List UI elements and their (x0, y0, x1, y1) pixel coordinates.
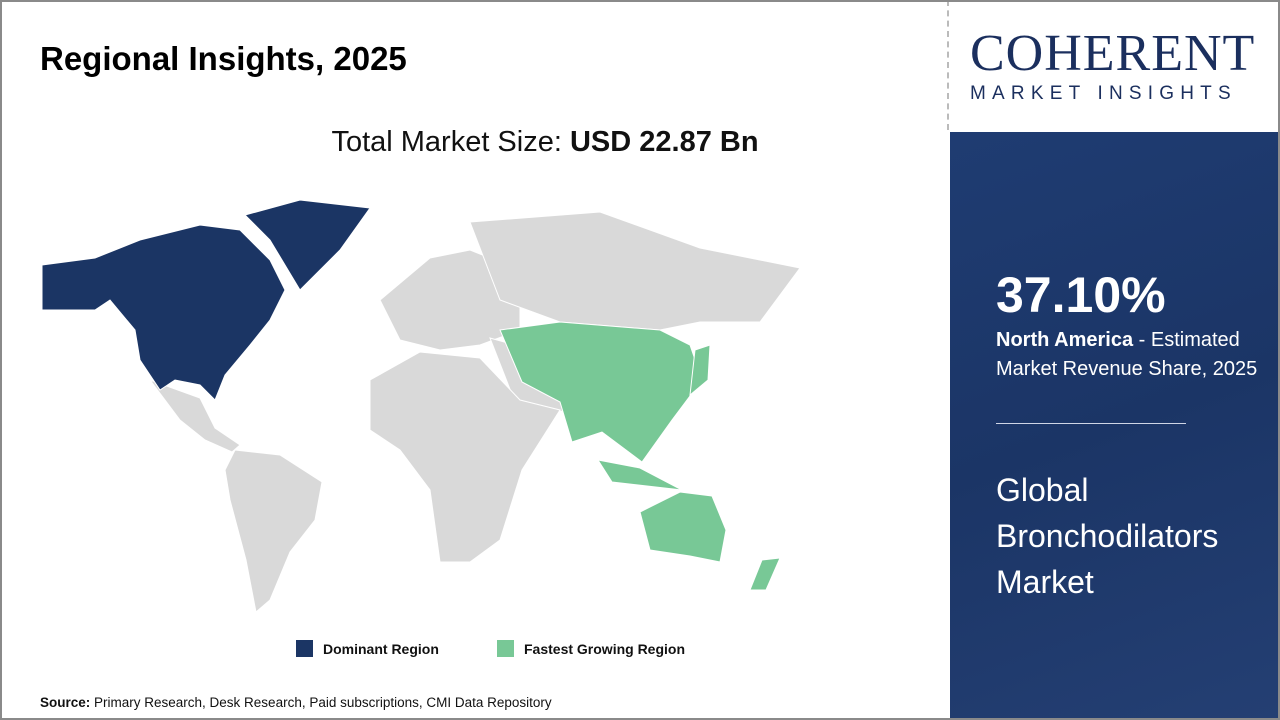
map-russia (469, 211, 801, 331)
source-label: Source: (40, 695, 91, 710)
source-note: Source: Primary Research, Desk Research,… (40, 695, 552, 710)
share-desc-text: - Estimated Market Revenue Share, 2025 (996, 329, 1258, 380)
logo-bottom: MARKET INSIGHTS (970, 83, 1237, 104)
logo-top: COHERENT (970, 25, 1256, 82)
share-description: North America - Estimated Market Revenue… (996, 326, 1266, 384)
legend-swatch-dominant (296, 640, 313, 657)
panel-divider (996, 423, 1186, 424)
map-indonesia (596, 459, 683, 491)
map-north-america (41, 224, 286, 401)
map-central-america (148, 378, 241, 453)
map-south-america (224, 449, 323, 613)
total-value: USD 22.87 Bn (569, 126, 759, 158)
market-name: Global Bronchodilators Market (996, 472, 1219, 600)
region-name: North America (996, 329, 1134, 351)
legend-label: Fastest Growing Region (524, 640, 686, 657)
legend-fastest: Fastest Growing Region (497, 640, 685, 657)
map-japan (689, 344, 711, 397)
legend-dominant: Dominant Region (296, 640, 439, 657)
source-text: Primary Research, Desk Research, Paid su… (90, 695, 552, 710)
map-asia (499, 321, 703, 463)
world-map (41, 199, 801, 613)
legend-label: Dominant Region (323, 640, 439, 657)
page-title: Regional Insights, 2025 (40, 40, 407, 77)
legend-swatch-fastest (497, 640, 514, 657)
map-australia (639, 491, 727, 563)
total-market-size: Total Market Size: USD 22.87 Bn (0, 126, 1090, 159)
map-africa (369, 351, 561, 563)
divider (947, 0, 949, 130)
map-greenland (244, 199, 371, 291)
total-label: Total Market Size: (331, 126, 570, 158)
share-percent: 37.10% (996, 267, 1166, 323)
logo: COHERENT MARKET INSIGHTS (950, 0, 1280, 132)
map-new-zealand (749, 557, 781, 591)
stats-panel: 37.10% North America - Estimated Market … (950, 132, 1278, 718)
